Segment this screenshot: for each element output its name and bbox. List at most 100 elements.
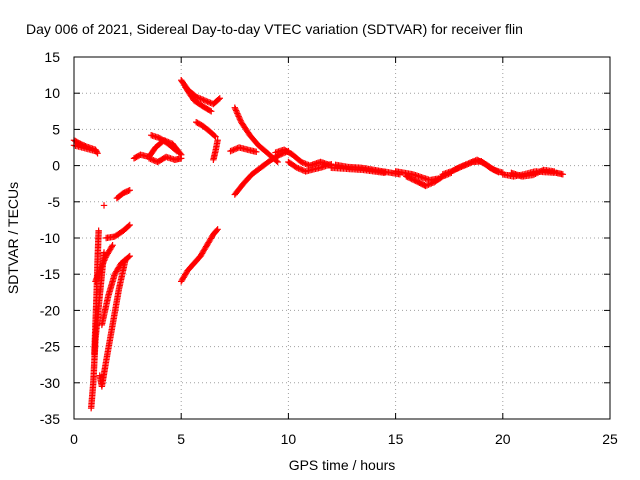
data-point [178,155,185,162]
data-point [95,227,102,234]
data-point [100,202,108,209]
data-point [99,260,107,267]
data-point [458,163,465,171]
data-point [230,146,237,154]
y-axis-label: SDTVAR / TECUs [5,182,21,294]
data-point [172,147,180,154]
data-point [468,159,475,166]
data-point [203,97,210,105]
data-point [452,166,459,173]
data-point [126,252,133,260]
y-tick-label: -25 [40,339,60,355]
x-tick-label: 20 [495,431,511,447]
data-point [125,253,132,261]
data-point [232,105,239,113]
data-point [216,95,223,102]
data-point [101,257,108,264]
data-point [125,222,132,230]
chart-title: Day 006 of 2021, Sidereal Day-to-day VTE… [26,21,523,37]
data-point [97,265,104,273]
y-tick-label: 0 [52,158,60,174]
data-point [200,96,207,104]
data-point [233,145,240,152]
data-point [214,226,221,233]
data-point [236,114,243,122]
data-points [70,76,567,412]
y-tick-label: -5 [48,194,61,210]
data-point [126,221,133,229]
data-point [422,182,429,190]
data-point [298,158,305,166]
data-point [274,158,281,166]
data-point [205,99,213,106]
data-point [235,113,242,120]
data-point [227,147,234,155]
x-axis-label: GPS time / hours [289,457,396,473]
data-point [299,166,306,174]
data-point [461,162,468,169]
data-point [148,156,156,163]
data-point [237,117,244,124]
data-point [233,108,240,116]
x-tick-label: 10 [281,431,297,447]
data-point [453,165,461,172]
data-point [236,116,244,123]
data-point [495,168,502,176]
data-point [126,187,133,194]
data-point [462,161,469,169]
data-point [232,107,240,114]
data-point [97,264,105,271]
data-point [455,164,462,172]
data-point [465,160,472,167]
data-point [197,95,204,102]
data-point [300,159,308,167]
data-point [302,160,309,167]
data-point [228,147,236,154]
data-point [147,155,154,163]
data-point [559,171,567,178]
data-point [303,161,311,168]
data-point [423,182,431,189]
data-point [206,107,214,114]
axis-ticks: 0 5 10 15 20 25 -35 -30 -25 -20 -15 -10 -5 0 5 10 15 [40,49,618,447]
data-point [93,148,101,156]
data-point [213,227,220,234]
data-point [293,164,301,171]
x-tick-label: 0 [70,431,78,447]
data-point [98,263,105,270]
y-tick-label: -20 [40,302,60,318]
data-point [92,147,99,155]
data-point [298,166,305,173]
data-point [208,108,215,115]
y-tick-label: -10 [40,230,60,246]
data-point [201,97,208,104]
data-point [426,180,434,188]
y-tick-label: 10 [44,85,60,101]
y-tick-label: 15 [44,49,60,65]
data-point [234,110,241,117]
x-tick-label: 25 [602,431,618,447]
data-point [100,258,107,266]
data-point [463,161,471,168]
data-point [212,133,219,140]
data-point [456,164,464,171]
y-tick-label: -15 [40,266,60,282]
data-point [234,111,242,119]
data-point [108,243,115,250]
data-point [253,148,260,156]
data-point [150,156,157,164]
data-point [99,261,106,268]
y-tick-label: -35 [40,411,60,427]
data-point [96,267,103,274]
grid-lines [74,57,610,419]
data-point [145,155,153,162]
x-tick-label: 5 [177,431,185,447]
data-point [296,165,304,173]
data-point [215,96,222,103]
data-point [198,96,206,103]
data-point [109,242,116,249]
data-point [299,159,306,166]
data-point [428,180,435,187]
data-point [231,104,238,111]
